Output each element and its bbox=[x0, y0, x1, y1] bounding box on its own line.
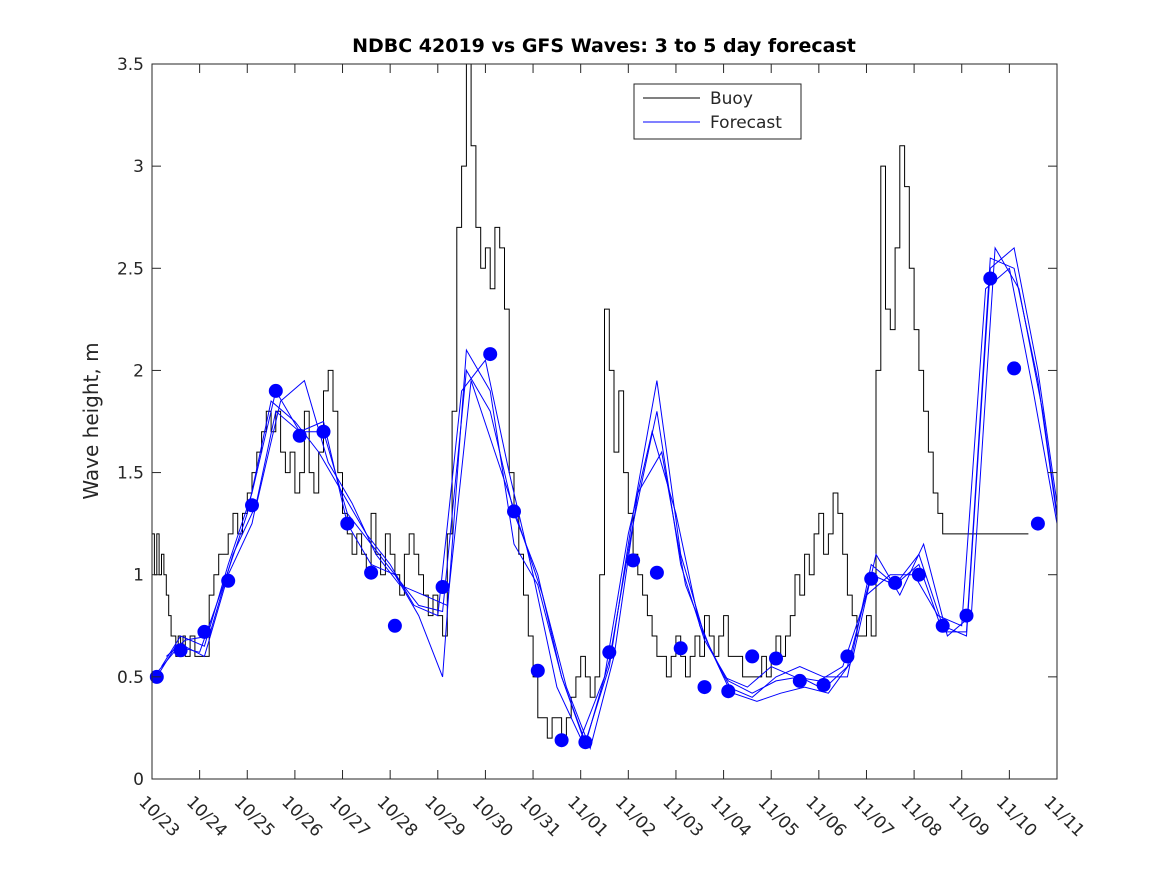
x-tick-label: 10/27 bbox=[325, 792, 374, 841]
x-tick-label: 10/31 bbox=[516, 792, 565, 841]
x-tick-label: 11/01 bbox=[563, 792, 612, 841]
y-tick-label: 1.5 bbox=[117, 464, 144, 484]
x-tick-label: 10/26 bbox=[277, 792, 326, 841]
forecast-point bbox=[578, 735, 593, 750]
x-tick-label: 11/08 bbox=[897, 792, 946, 841]
forecast-point bbox=[387, 618, 402, 633]
points-layer bbox=[149, 271, 1045, 750]
y-tick-label: 0.5 bbox=[117, 668, 144, 688]
x-tick-label: 11/03 bbox=[658, 792, 707, 841]
forecast-point bbox=[221, 573, 236, 588]
forecast-point bbox=[721, 684, 736, 699]
x-tick-label: 11/04 bbox=[706, 792, 755, 841]
forecast-point bbox=[197, 624, 212, 639]
forecast-point bbox=[602, 645, 617, 660]
forecast-point bbox=[507, 504, 521, 519]
forecast-point bbox=[245, 498, 259, 513]
y-tick-label: 2.5 bbox=[117, 259, 144, 279]
legend-forecast-label: Forecast bbox=[710, 113, 782, 133]
x-tick-label: 11/06 bbox=[801, 792, 850, 841]
legend: Buoy Forecast bbox=[633, 83, 802, 140]
x-tick-label: 11/11 bbox=[1039, 792, 1088, 841]
forecast-point bbox=[697, 680, 712, 695]
x-tick-label: 10/25 bbox=[230, 792, 279, 841]
forecast-point bbox=[483, 347, 498, 362]
x-tick-label: 10/29 bbox=[420, 792, 469, 841]
x-tick-label: 11/02 bbox=[611, 792, 660, 841]
forecast-point bbox=[745, 649, 760, 664]
x-tick-label: 11/07 bbox=[849, 792, 898, 841]
forecast-point bbox=[554, 733, 569, 748]
forecast-point bbox=[1007, 361, 1022, 376]
forecast-point bbox=[911, 567, 926, 582]
y-tick-label: 2 bbox=[133, 361, 144, 381]
forecast-point bbox=[864, 571, 879, 586]
x-tick-label: 11/05 bbox=[754, 792, 803, 841]
forecast-point bbox=[769, 651, 783, 666]
forecast-series-line-4 bbox=[156, 257, 1058, 746]
forecast-point bbox=[530, 663, 545, 678]
forecast-point bbox=[1030, 516, 1045, 531]
forecast-point bbox=[316, 424, 331, 439]
forecast-point bbox=[173, 643, 188, 658]
y-axis-label: Wave height, m bbox=[79, 342, 103, 499]
forecast-point bbox=[435, 580, 450, 594]
forecast-point bbox=[983, 271, 998, 286]
x-tick-label: 10/30 bbox=[468, 792, 517, 841]
y-axis: 0 0.5 1 1.5 2 2.5 3 3.5 bbox=[117, 55, 1057, 790]
forecast-point bbox=[816, 678, 831, 692]
forecast-point bbox=[649, 565, 664, 580]
legend-buoy-label: Buoy bbox=[710, 89, 753, 109]
forecast-point bbox=[935, 618, 950, 633]
chart-title: NDBC 42019 vs GFS Waves: 3 to 5 day fore… bbox=[352, 35, 856, 57]
forecast-point bbox=[840, 649, 855, 664]
forecast-point bbox=[340, 516, 355, 531]
buoy-series-line bbox=[152, 63, 1029, 739]
forecast-point bbox=[888, 575, 903, 590]
y-tick-label: 1 bbox=[133, 566, 144, 586]
forecast-series-line-2 bbox=[161, 246, 1058, 744]
x-tick-label: 10/28 bbox=[373, 792, 422, 841]
y-tick-label: 3 bbox=[133, 157, 144, 177]
y-tick-label: 3.5 bbox=[117, 55, 144, 75]
x-tick-label: 10/24 bbox=[182, 792, 231, 841]
y-tick-label: 0 bbox=[133, 770, 144, 790]
forecast-point bbox=[959, 608, 974, 623]
x-tick-label: 11/10 bbox=[992, 792, 1041, 841]
forecast-point bbox=[364, 565, 379, 580]
forecast-point bbox=[292, 428, 307, 443]
forecast-point bbox=[626, 553, 641, 568]
plot-frame bbox=[151, 63, 1058, 780]
forecast-point bbox=[673, 641, 688, 656]
x-tick-label: 11/09 bbox=[944, 792, 993, 841]
x-tick-label: 10/23 bbox=[134, 792, 183, 841]
forecast-point bbox=[792, 673, 807, 688]
legend-box bbox=[633, 83, 802, 140]
forecast-point bbox=[268, 383, 283, 398]
